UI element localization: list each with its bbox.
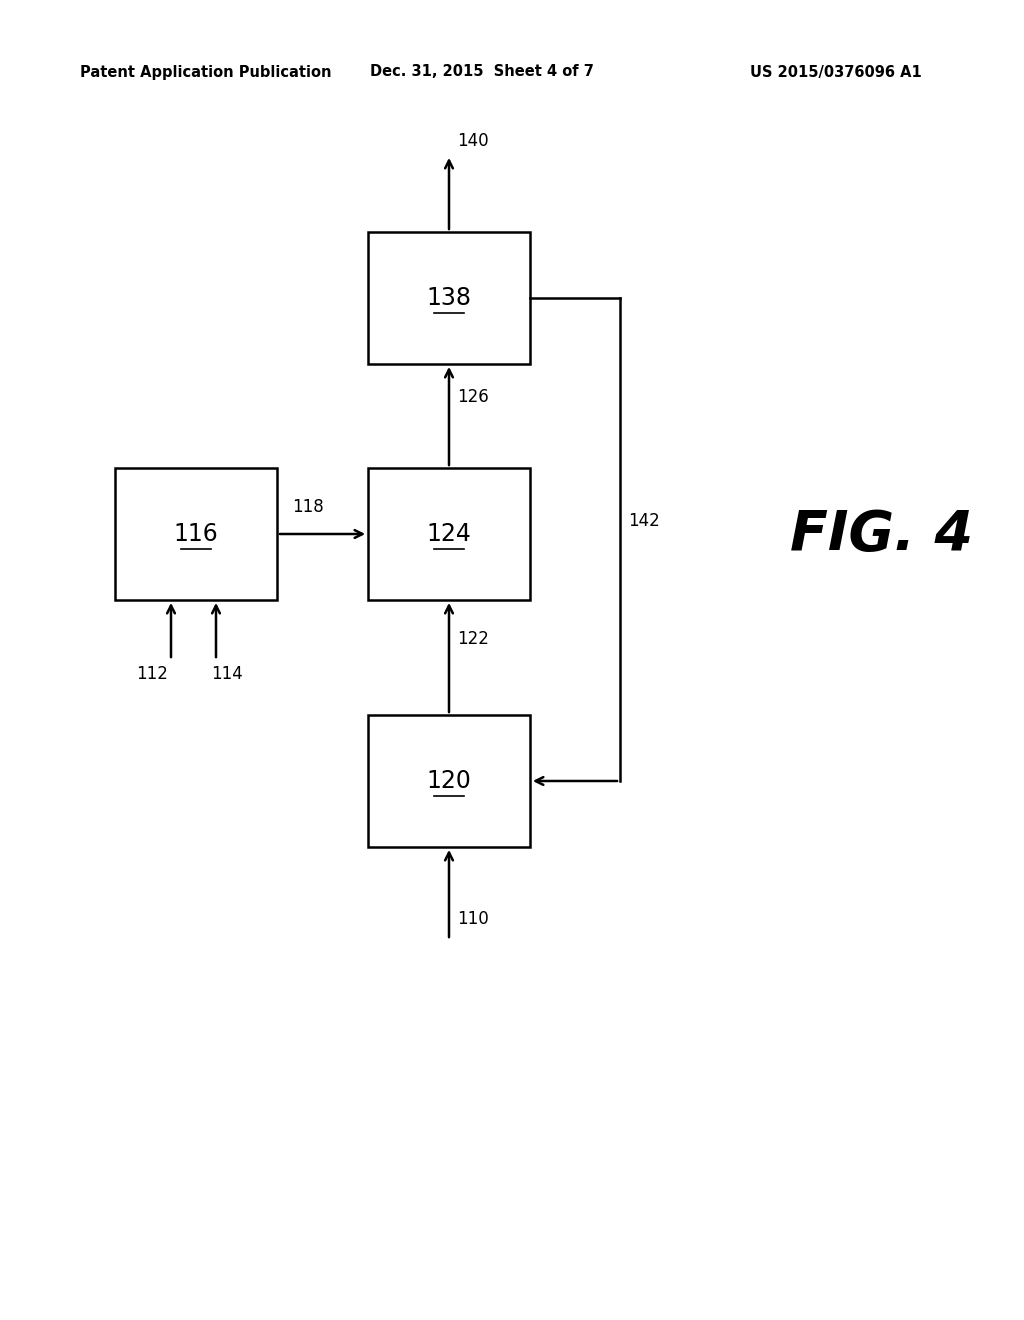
Text: 110: 110 — [457, 909, 488, 928]
Text: 112: 112 — [136, 665, 168, 682]
Text: 124: 124 — [427, 521, 471, 546]
Text: 138: 138 — [427, 286, 471, 310]
Bar — [115, 469, 278, 601]
Text: Dec. 31, 2015  Sheet 4 of 7: Dec. 31, 2015 Sheet 4 of 7 — [370, 65, 594, 79]
Text: 122: 122 — [457, 630, 488, 648]
Text: 126: 126 — [457, 388, 488, 407]
Bar — [368, 715, 530, 847]
Text: 140: 140 — [457, 132, 488, 150]
Text: US 2015/0376096 A1: US 2015/0376096 A1 — [750, 65, 922, 79]
Text: 142: 142 — [628, 511, 659, 529]
Bar — [368, 232, 530, 364]
Bar — [368, 469, 530, 601]
Text: 120: 120 — [427, 770, 471, 793]
Text: FIG. 4: FIG. 4 — [790, 508, 973, 562]
Text: 118: 118 — [293, 498, 325, 516]
Text: 116: 116 — [174, 521, 218, 546]
Text: 114: 114 — [211, 665, 243, 682]
Text: Patent Application Publication: Patent Application Publication — [80, 65, 332, 79]
